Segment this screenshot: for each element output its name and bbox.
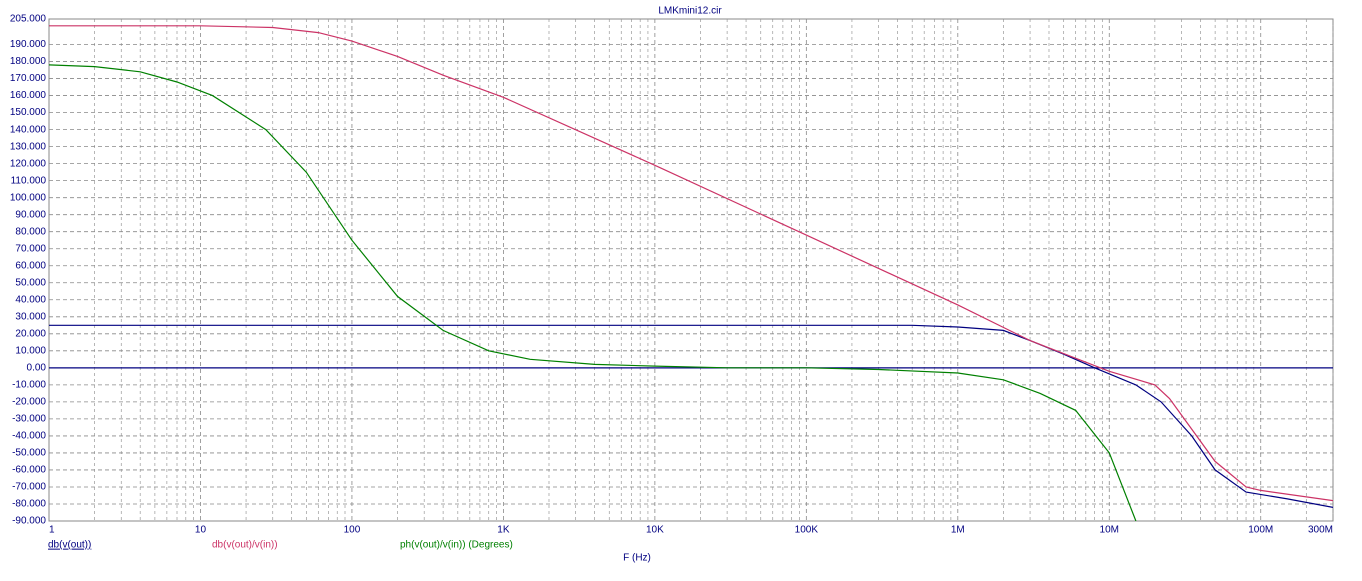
y-tick-label: -90.000 [12,516,46,527]
x-axis-label: F (Hz) [623,553,651,564]
series-line [49,25,1333,502]
x-tick-label: 100 [344,525,361,536]
y-tick-label: -40.000 [12,431,46,442]
chart-title: LMKmini12.cir [658,6,722,17]
x-tick-label: 10M [1100,525,1119,536]
legend-entry: db(v(out)) [48,540,91,551]
y-tick-label: 10.000 [15,345,46,356]
y-tick-label: 80.000 [15,226,46,237]
x-tick-label: 1 [49,525,55,536]
y-tick-label: 0.00 [27,362,47,373]
y-tick-label: -60.000 [12,465,46,476]
x-tick-label: 10K [646,525,664,536]
y-tick-label: -50.000 [12,448,46,459]
y-tick-label: 100.000 [10,192,47,203]
x-tick-label: 100K [795,525,819,536]
y-tick-label: 170.000 [10,73,47,84]
plot-area [48,18,1334,522]
y-tick-label: -10.000 [12,380,46,391]
y-tick-label: 160.000 [10,90,47,101]
legend-entry: db(v(out)/v(in)) [212,540,278,551]
y-tick-label: 90.000 [15,209,46,220]
y-tick-label: 50.000 [15,277,46,288]
y-tick-label: -80.000 [12,499,46,510]
y-tick-label: 40.000 [15,294,46,305]
x-tick-label: 1M [951,525,965,536]
y-tick-label: 70.000 [15,243,46,254]
y-tick-label: 110.000 [11,175,47,186]
y-tick-label: 20.000 [15,328,46,339]
x-tick-label: 10 [195,525,207,536]
x-tick-label: 1K [497,525,510,536]
y-tick-label: 30.000 [15,311,46,322]
y-tick-label: 60.000 [15,260,46,271]
y-tick-label: -70.000 [12,482,46,493]
legend-entry: ph(v(out)/v(in)) (Degrees) [400,540,513,551]
x-tick-label: 100M [1248,525,1273,536]
y-tick-label: -20.000 [12,397,46,408]
y-tick-label: -30.000 [12,414,46,425]
y-tick-label: 130.000 [10,141,47,152]
y-tick-label: 150.000 [10,107,47,118]
x-tick-label: 300M [1308,525,1333,536]
y-tick-label: 190.000 [10,39,47,50]
series-line [49,64,1137,521]
y-tick-label: 140.000 [10,124,47,135]
y-tick-label: 180.000 [10,56,47,67]
y-tick-label: 205.000 [10,14,47,25]
y-tick-label: 120.000 [10,158,47,169]
